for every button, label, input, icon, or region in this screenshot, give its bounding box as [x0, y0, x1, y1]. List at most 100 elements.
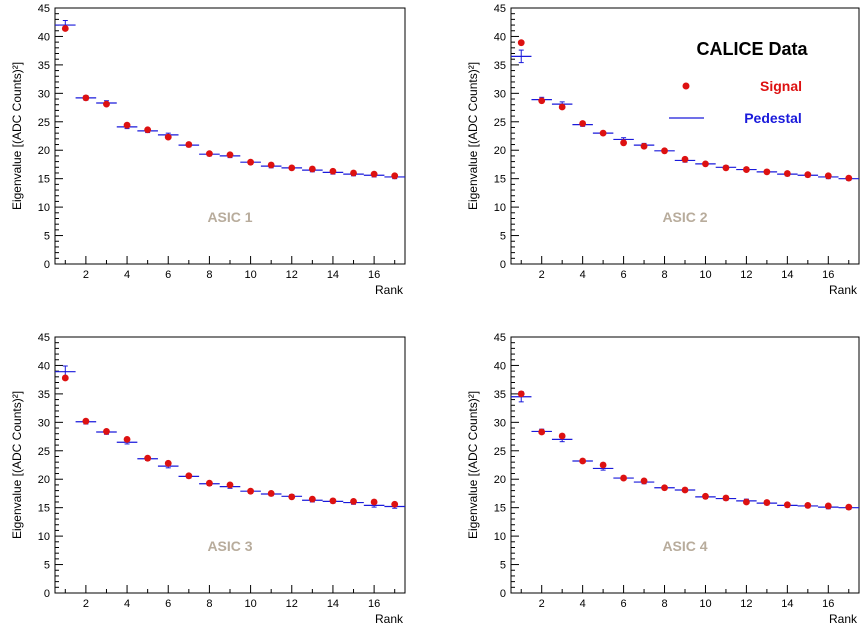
legend-signal-marker: [682, 82, 690, 90]
signal-point: [579, 457, 587, 465]
x-tick-label: 12: [740, 598, 752, 610]
y-tick-label: 40: [38, 31, 50, 43]
plot-frame: [54, 336, 406, 594]
legend-pedestal-label: Pedestal: [744, 110, 802, 126]
y-tick-label: 5: [44, 560, 50, 572]
signal-point: [144, 454, 152, 462]
signal-point: [267, 161, 275, 169]
chart-panel-1: 2 4 6 8 10 12 14 16 0 5 10 15 20 25 30 35 40 45 Rank Eigenv…: [10, 3, 406, 297]
x-tick-label: 8: [206, 269, 212, 281]
y-tick-label: 35: [38, 389, 50, 401]
y-tick-label: 45: [38, 332, 50, 344]
x-tick-label: 2: [83, 269, 89, 281]
y-axis-label: Eigenvalue [(ADC Counts)²]: [466, 391, 480, 539]
y-axis-label: Eigenvalue [(ADC Counts)²]: [10, 391, 24, 539]
y-tick-label: 45: [494, 3, 506, 15]
x-tick-label: 10: [699, 598, 711, 610]
panels: 2 4 6 8 10 12 14 16051015202530354045RankEigenv…: [10, 3, 860, 626]
signal-point: [743, 498, 750, 506]
chart-panel-4: 2 4 6 8 10 12 14 16 0 5 10 15 20 25 30 35 40 45 Rank Eigenv…: [466, 332, 860, 626]
x-tick-label: 10: [699, 269, 711, 281]
signal-point: [61, 374, 69, 382]
x-tick-label: 2: [539, 269, 545, 281]
legend-signal-label: Signal: [760, 78, 802, 94]
signal-point: [804, 171, 812, 179]
signal-point: [185, 141, 193, 148]
signal-point: [123, 121, 131, 129]
signal-point: [144, 126, 152, 134]
signal-point: [824, 172, 832, 180]
signal-point: [247, 487, 254, 495]
signal-point: [763, 168, 771, 176]
signal-point: [267, 490, 275, 497]
signal-point: [620, 474, 627, 482]
signal-point: [370, 170, 378, 178]
x-axis-label: Rank: [375, 612, 404, 625]
x-tick-label: 8: [661, 269, 667, 281]
signal-point: [640, 477, 648, 485]
signal-point: [620, 139, 627, 147]
x-tick-label: 4: [580, 269, 586, 281]
x-tick-label: 14: [327, 598, 339, 610]
y-tick-label: 20: [38, 145, 50, 157]
y-tick-label: 45: [38, 3, 50, 15]
signal-point: [722, 494, 730, 502]
x-tick-label: 2: [83, 598, 89, 610]
y-tick-label: 15: [38, 174, 50, 186]
y-tick-label: 0: [44, 588, 50, 600]
y-tick-label: 15: [494, 174, 506, 186]
y-tick-label: 40: [38, 360, 50, 372]
y-tick-label: 10: [494, 531, 506, 543]
signal-point: [743, 166, 750, 173]
x-tick-label: 4: [124, 269, 130, 281]
x-tick-label: 4: [580, 598, 586, 610]
asic-label: ASIC 1: [207, 209, 252, 225]
y-tick-label: 35: [494, 60, 506, 72]
y-tick-label: 40: [494, 360, 506, 372]
signal-point: [640, 142, 648, 150]
signal-point: [288, 164, 296, 172]
y-tick-label: 0: [44, 259, 50, 271]
signal-point: [308, 165, 316, 173]
x-tick-label: 14: [781, 598, 793, 610]
chart-panel-3: 2 4 6 8 10 12 14 16 0 5 10 15 20 25 30 35 40 45 Rank Eigenv…: [10, 332, 406, 626]
signal-point: [247, 158, 254, 166]
signal-point: [702, 492, 709, 500]
signal-point: [329, 167, 337, 175]
y-tick-label: 35: [494, 389, 506, 401]
signal-point: [288, 493, 296, 501]
signal-point: [226, 151, 234, 159]
signal-point: [350, 498, 357, 505]
signal-point: [804, 501, 812, 509]
x-tick-label: 8: [206, 598, 212, 610]
x-tick-label: 6: [165, 598, 171, 610]
legend-title: CALICE Data: [696, 39, 808, 59]
y-tick-label: 30: [38, 88, 50, 100]
x-tick-label: 16: [368, 269, 380, 281]
y-tick-label: 25: [494, 446, 506, 458]
signal-point: [391, 500, 399, 508]
x-tick-label: 6: [165, 269, 171, 281]
signal-point: [517, 390, 525, 398]
signal-point: [308, 495, 316, 503]
y-tick-label: 30: [494, 88, 506, 100]
signal-point: [599, 129, 607, 137]
signal-point: [558, 432, 566, 440]
y-axis-label: Eigenvalue [(ADC Counts)²]: [466, 62, 480, 210]
x-tick-label: 14: [781, 269, 793, 281]
y-tick-label: 10: [38, 531, 50, 543]
signal-point: [783, 501, 791, 509]
y-tick-label: 20: [38, 474, 50, 486]
y-tick-label: 20: [494, 145, 506, 157]
signal-point: [391, 172, 399, 180]
x-tick-label: 16: [822, 598, 834, 610]
y-tick-label: 20: [494, 474, 506, 486]
y-tick-label: 15: [494, 503, 506, 515]
asic-label: ASIC 3: [207, 538, 252, 554]
signal-point: [185, 472, 193, 480]
signal-point: [164, 459, 172, 467]
x-axis-label: Rank: [829, 612, 858, 625]
plot-frame: [510, 336, 860, 594]
